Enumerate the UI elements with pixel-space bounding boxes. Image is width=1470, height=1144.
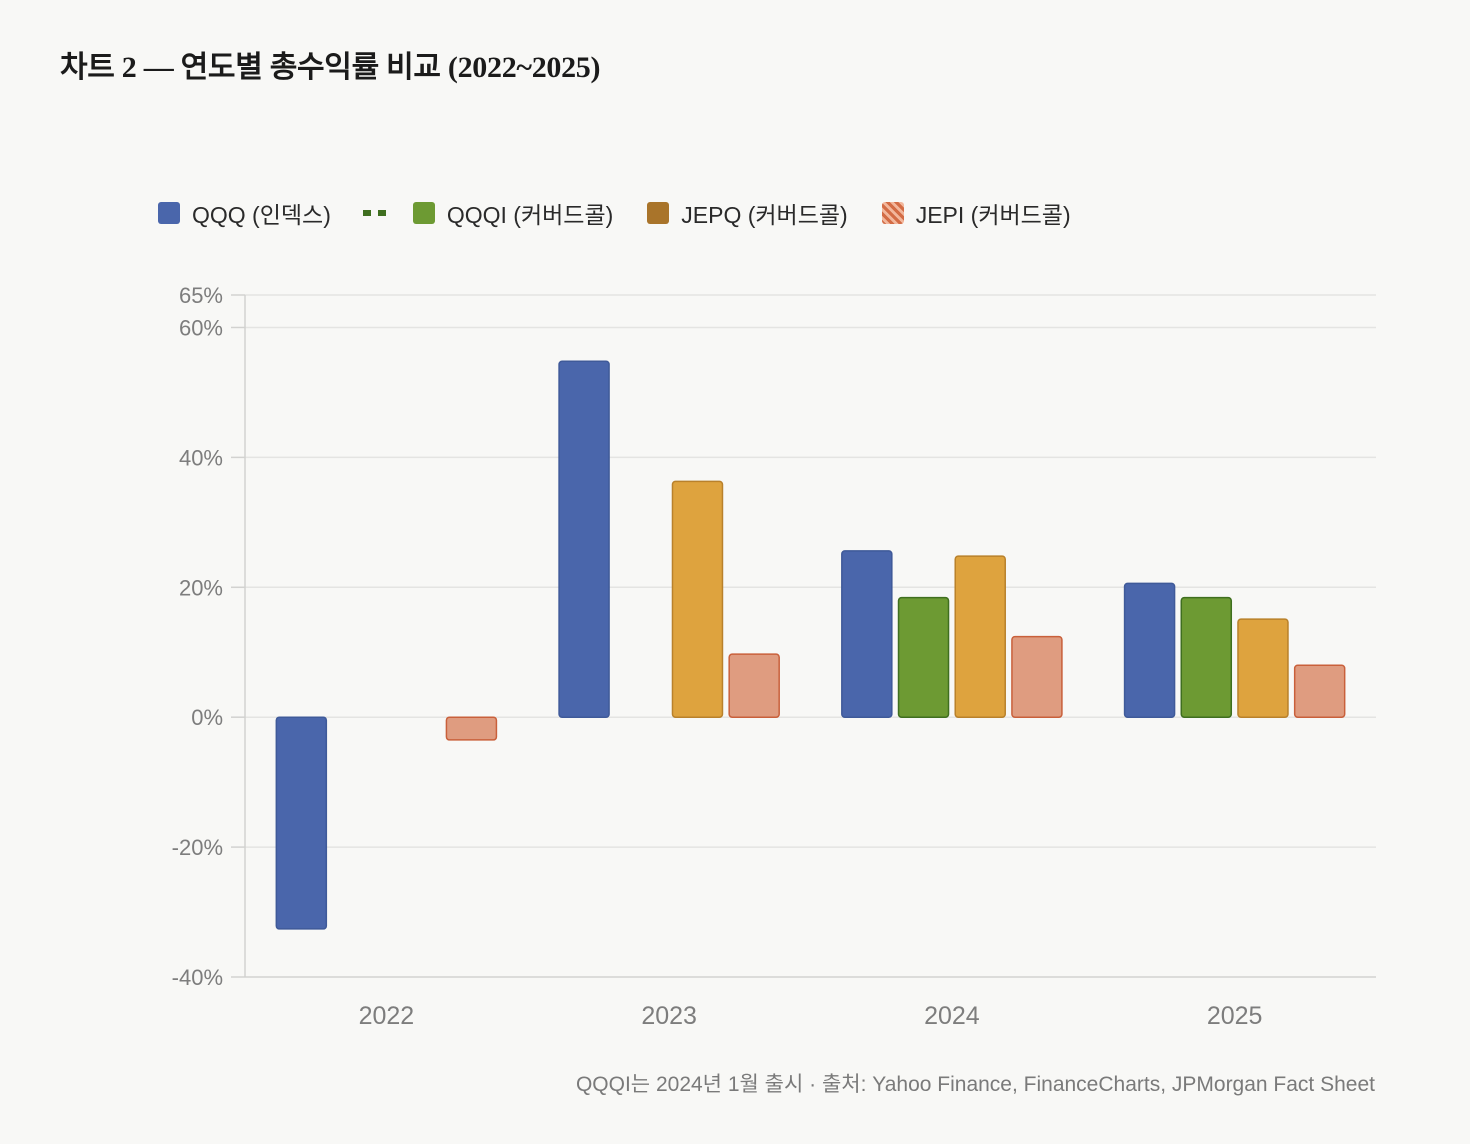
bar-jepi-2022: [445, 716, 498, 741]
x-tick-label: 2022: [359, 1002, 415, 1030]
x-tick-label: 2025: [1207, 1002, 1263, 1030]
footnote: QQQI는 2024년 1월 출시 · 출처: Yahoo Finance, F…: [575, 1073, 1375, 1096]
legend-item-qqq: QQQ (인덱스): [158, 196, 331, 230]
legend-swatch-qqqi: [412, 202, 435, 224]
legend-item-jepi: JEPI (커버드콜): [881, 196, 1071, 230]
x-tick-label: 2024: [924, 1002, 980, 1030]
bar-jepq-2024: [954, 555, 1006, 718]
legend-label-qqqi: QQQI (커버드콜): [446, 202, 614, 228]
bar-jepq-2023: [671, 480, 724, 718]
y-tick-label: 0%: [191, 705, 223, 730]
legend-item-qqqi: QQQI (커버드콜): [412, 196, 614, 230]
chart-title: 차트 2 — 연도별 총수익률 비교 (2022~2025): [60, 51, 601, 84]
legend-swatch-qqq: [158, 202, 180, 224]
chart-legend: QQQ (인덱스) QQQI (커버드콜) JEPQ (커버드콜) JEPI (…: [158, 196, 1105, 230]
legend-swatch-jepi: [881, 202, 904, 224]
bar-qqq-2025: [1123, 582, 1176, 718]
bar-jepi-2025: [1293, 664, 1346, 718]
legend-swatch-jepq: [647, 202, 670, 224]
x-tick-label: 2023: [641, 1002, 697, 1030]
y-tick-label: -20%: [172, 835, 223, 860]
y-tick-label: 20%: [179, 575, 223, 600]
bar-qqq-2023: [558, 360, 610, 718]
bar-jepi-2023: [728, 653, 780, 718]
bar-qqq-2022: [275, 716, 328, 930]
dashed-line-marker-icon: [362, 210, 393, 216]
bar-qqq-2024: [841, 550, 893, 718]
y-tick-label: 65%: [179, 283, 223, 308]
y-tick-label: 40%: [179, 445, 223, 470]
y-tick-label: 60%: [179, 315, 223, 340]
bar-jepq-2025: [1237, 618, 1289, 718]
y-tick-label: -40%: [172, 965, 223, 990]
legend-label-jepi: JEPI (커버드콜): [915, 202, 1071, 228]
bar-qqqi-2025: [1180, 596, 1233, 718]
legend-item-jepq: JEPQ (커버드콜): [647, 196, 848, 230]
bar-jepi-2024: [1011, 635, 1063, 718]
bar-qqqi-2024: [897, 596, 950, 718]
legend-label-qqq: QQQ (인덱스): [192, 202, 331, 228]
legend-label-jepq: JEPQ (커버드콜): [681, 202, 848, 228]
